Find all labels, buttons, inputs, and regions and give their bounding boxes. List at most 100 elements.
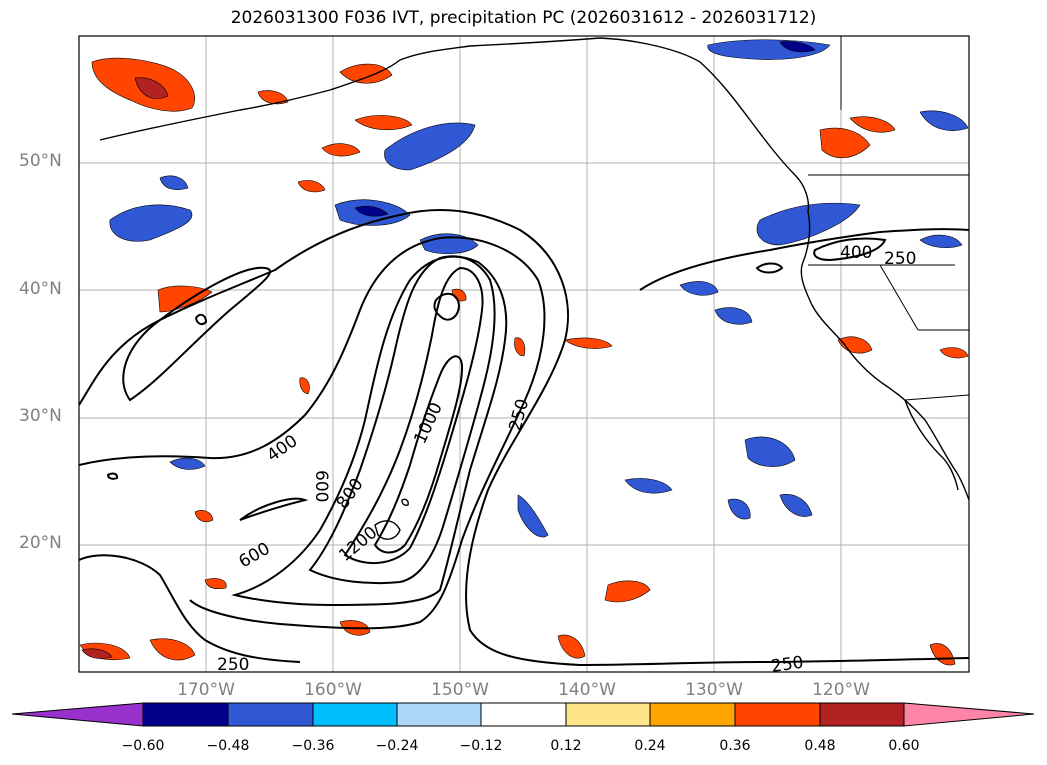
precip-blob-neg (109, 204, 193, 242)
contour-label: 250 (884, 249, 916, 269)
lon-tick-label: 130°W (685, 680, 743, 700)
lon-tick-label: 170°W (177, 680, 235, 700)
precip-blob-pos (564, 337, 613, 349)
precip-blob-pos (557, 634, 586, 659)
precip-blob-pos (194, 510, 214, 523)
precip-blob-pos (837, 336, 873, 354)
colorbar-tick-label: 0.36 (719, 738, 751, 754)
ivt-contours (79, 209, 969, 667)
precip-blob-pos (299, 377, 310, 395)
precip-blob-pos (939, 347, 969, 359)
precip-blob-pos (204, 578, 227, 590)
precip-blob-neg (714, 307, 753, 325)
colorbar (11, 702, 1035, 727)
colorbar-tick-label: −0.36 (291, 738, 335, 754)
ivt-contour-250-south (79, 554, 301, 663)
lat-tick-label: 30°N (19, 406, 62, 426)
colorbar-tick-label: 0.48 (804, 738, 836, 754)
precip-blob-neg (919, 110, 969, 131)
precip-blob-neg (744, 436, 796, 467)
precip-positive-blobs (79, 57, 969, 666)
ivt-contour-400-main (79, 236, 546, 630)
precip-blob-neg (779, 494, 813, 517)
ivt-contour-250 (79, 209, 969, 667)
colorbar-extend-left (11, 702, 144, 727)
precip-blob-pos-core (81, 648, 113, 659)
ivt-contour-250-east (639, 228, 969, 291)
precip-blob-pos (297, 180, 326, 193)
ivt-contour-600-isolated (239, 497, 309, 521)
coastlines (99, 37, 969, 540)
ivt-contour-600 (231, 255, 508, 607)
colorbar-segment (142, 702, 229, 727)
ivt-contour-1200-north (433, 292, 461, 321)
ivt-contour-small-gulf (106, 472, 119, 480)
colorbar-segment (480, 702, 567, 727)
precip-blob-neg-core (779, 41, 816, 53)
precip-blob-pos (354, 115, 413, 130)
precip-blob-pos (149, 638, 196, 661)
lat-tick-label: 50°N (19, 151, 62, 171)
precip-blob-pos (819, 127, 871, 158)
ivt-contour-1000 (343, 266, 484, 565)
colorbar-segment (819, 702, 905, 727)
colorbar-segment (565, 702, 651, 727)
ivt-contour-small (755, 262, 784, 274)
coastline-alaska (99, 37, 810, 213)
contour-label: 250 (770, 653, 805, 677)
border-nv-ca (879, 264, 919, 331)
precip-blob-pos (514, 337, 526, 357)
precip-blob-pos (604, 580, 651, 603)
precip-blob-neg (384, 122, 476, 171)
colorbar-tick-label: −0.60 (121, 738, 165, 754)
colorbar-tick-label: −0.12 (459, 738, 503, 754)
colorbar-tick-label: 0.12 (550, 738, 582, 754)
colorbar-segment (396, 702, 482, 727)
colorbar-tick-label: −0.48 (206, 738, 250, 754)
colorbar-segment (649, 702, 736, 727)
lon-tick-label: 140°W (558, 680, 616, 700)
coastline-hawaii (374, 520, 401, 540)
lon-tick-label: 120°W (812, 680, 870, 700)
precip-blob-neg (169, 457, 206, 470)
precip-blob-pos (257, 90, 289, 105)
lat-tick-label: 40°N (19, 279, 62, 299)
coastline-north-america (800, 211, 969, 501)
precip-blob-neg (756, 202, 861, 246)
colorbar-segment (227, 702, 314, 727)
map-border (78, 35, 970, 673)
map-frame: 250 400 600 800 1000 1200 600 400 250 25… (79, 36, 969, 677)
contour-label: 400 (840, 243, 872, 263)
precip-blob-neg (517, 494, 549, 538)
contour-label: 600 (311, 470, 331, 502)
precip-blob-pos (849, 116, 896, 133)
ivt-contour-small-w (194, 313, 208, 326)
coastline-baja (904, 399, 959, 491)
ivt-contour-1200 (373, 355, 464, 554)
coastline-hawaii-small (401, 498, 409, 506)
ivt-contour-400-east (813, 237, 887, 262)
precip-blob-neg (624, 478, 673, 494)
contour-label: 250 (217, 655, 249, 675)
ivt-contour-800 (308, 255, 496, 585)
precip-blob-pos (157, 285, 213, 313)
precip-blob-pos-core (134, 77, 169, 99)
precip-blob-neg (727, 498, 751, 520)
map-title: 2026031300 F036 IVT, precipitation PC (2… (230, 8, 817, 28)
ivt-contour-400 (122, 266, 272, 402)
borders (808, 36, 969, 401)
precip-blob-neg (679, 281, 719, 296)
precip-blob-neg (159, 175, 189, 190)
precip-blob-neg (919, 234, 963, 249)
lon-tick-label: 160°W (304, 680, 362, 700)
border-mexico (904, 394, 969, 401)
precip-blob-pos (929, 643, 956, 666)
precip-blob-pos (321, 143, 361, 157)
colorbar-segment (312, 702, 398, 727)
colorbar-segment (734, 702, 821, 727)
colorbar-extend-right (903, 702, 1035, 727)
lon-tick-label: 150°W (431, 680, 489, 700)
lat-tick-label: 20°N (19, 533, 62, 553)
colorbar-tick-label: 0.60 (888, 738, 920, 754)
